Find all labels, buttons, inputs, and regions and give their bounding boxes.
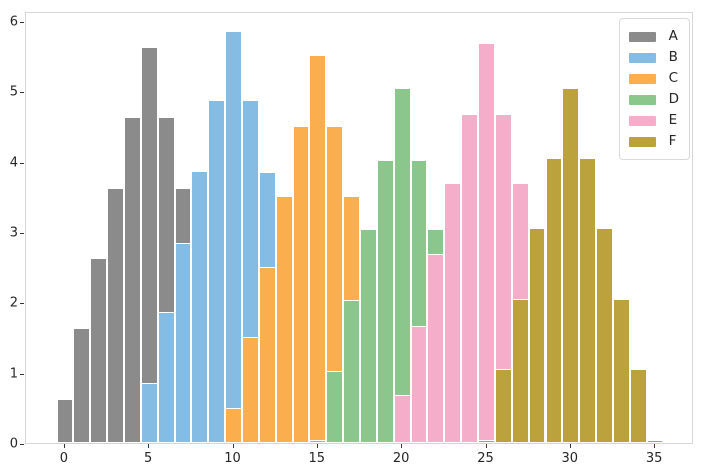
x-tick-label: 25	[477, 451, 494, 466]
histogram-bar-F-1	[494, 369, 512, 443]
legend-swatch-C	[628, 73, 656, 84]
histogram-bar-A-0	[56, 399, 74, 443]
x-tick-mark	[569, 444, 571, 448]
legend-entry-D: D	[628, 89, 679, 110]
y-tick-mark	[20, 303, 24, 305]
y-tick-label: 0	[9, 436, 18, 452]
legend-swatch-D	[628, 94, 656, 105]
histogram-bar-A-1	[73, 328, 91, 443]
histogram-bar-E-5	[478, 42, 495, 443]
x-tick-mark	[316, 444, 318, 448]
legend-label: F	[668, 132, 677, 149]
histogram-bar-B-0	[140, 383, 158, 443]
histogram-bar-B-5	[225, 31, 242, 443]
histogram-bar-F-3	[528, 228, 546, 443]
histogram-bar-F-10	[646, 439, 664, 443]
x-tick-mark	[654, 444, 656, 448]
x-tick-mark	[232, 444, 234, 448]
x-tick-mark	[148, 444, 150, 448]
legend-entry-C: C	[628, 68, 679, 89]
x-tick-mark	[63, 444, 65, 448]
x-tick-label: 10	[224, 451, 241, 466]
legend-entry-A: A	[628, 26, 679, 47]
histogram-bar-D-0	[309, 440, 327, 443]
y-tick-mark	[20, 232, 24, 234]
x-tick-label: 20	[392, 451, 410, 466]
histogram-bar-F-4	[545, 158, 563, 443]
histogram-bar-C-4	[292, 125, 310, 443]
x-tick-label: 30	[561, 451, 579, 466]
histogram-bar-F-0	[478, 439, 495, 443]
histogram-bar-C-2	[258, 267, 276, 443]
histogram-bar-C-0	[225, 407, 242, 443]
y-tick-mark	[20, 162, 24, 164]
y-tick-label: 4	[9, 155, 18, 171]
histogram-bar-F-6	[579, 158, 597, 443]
legend-entry-E: E	[628, 110, 679, 131]
histogram-bar-B-4	[208, 100, 226, 443]
histogram-bar-A-3	[107, 187, 124, 443]
histogram-bar-A-2	[90, 258, 108, 443]
x-tick-label: 5	[144, 451, 153, 466]
x-tick-label: 15	[308, 451, 326, 466]
y-tick-label: 3	[9, 225, 18, 241]
histogram-bar-A-4	[124, 117, 141, 443]
histogram-bar-F-8	[612, 298, 630, 443]
legend-label: A	[668, 27, 678, 44]
histogram-bar-E-1	[410, 325, 428, 443]
x-tick-label: 0	[59, 451, 69, 466]
legend-label: E	[668, 111, 678, 128]
legend-label: B	[668, 48, 678, 65]
histogram-bar-E-0	[393, 395, 411, 443]
y-tick-label: 6	[9, 14, 18, 30]
histogram-bar-C-3	[275, 196, 293, 443]
y-tick-label: 1	[9, 366, 18, 382]
x-tick-label: 35	[645, 451, 663, 466]
histogram-bar-C-1	[242, 336, 259, 443]
histogram-bar-F-9	[629, 369, 647, 443]
y-tick-mark	[20, 21, 24, 23]
y-tick-mark	[20, 92, 24, 94]
legend-swatch-E	[628, 115, 656, 126]
histogram-bar-D-2	[343, 300, 360, 443]
legend-swatch-F	[628, 136, 656, 147]
histogram-bar-E-4	[461, 113, 479, 443]
legend-label: C	[668, 69, 679, 86]
y-tick-mark	[20, 444, 24, 445]
histogram-bar-F-7	[596, 228, 613, 443]
histogram-bar-D-1	[326, 370, 344, 443]
histogram-bar-F-2	[511, 298, 529, 443]
y-tick-mark	[20, 373, 24, 375]
histogram-bar-B-1	[157, 312, 175, 443]
histogram-bar-E-3	[444, 183, 462, 443]
y-tick-label: 2	[9, 295, 18, 311]
histogram-bar-B-3	[191, 171, 209, 443]
histogram-bar-D-3	[360, 229, 377, 443]
x-tick-mark	[485, 444, 487, 448]
histogram-bar-E-2	[427, 254, 445, 443]
legend-entry-B: B	[628, 47, 679, 68]
histogram-bar-C-5	[309, 55, 327, 443]
legend-swatch-A	[628, 31, 656, 42]
histogram-bar-B-2	[174, 242, 192, 443]
histogram-bar-D-5	[393, 88, 411, 443]
histogram-bar-F-5	[562, 87, 580, 443]
y-tick-label: 5	[9, 84, 18, 100]
legend-swatch-B	[628, 52, 656, 63]
histogram-bar-D-4	[376, 160, 394, 443]
x-tick-mark	[401, 444, 403, 448]
bars-layer	[26, 13, 692, 443]
legend-label: D	[668, 90, 679, 107]
legend-entry-F: F	[628, 131, 679, 152]
